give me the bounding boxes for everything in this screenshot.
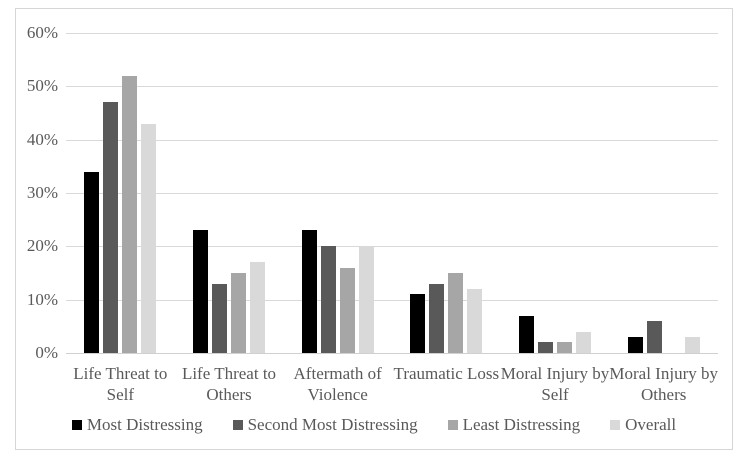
x-axis-label-line: Violence (307, 385, 368, 404)
bar-group-traumatic-loss (392, 33, 501, 353)
bar-group-life-threat-to-self (66, 33, 175, 353)
x-axis-label-line: Self (541, 385, 569, 404)
bar-group-moral-injury-by-self (501, 33, 610, 353)
legend-label: Least Distressing (462, 415, 581, 434)
legend-swatch-icon (610, 420, 621, 430)
bar-groups (66, 33, 718, 353)
bar-most-distressing (627, 337, 643, 353)
x-axis-line (66, 353, 718, 354)
x-axis-category-label-moral-injury-by-others: Moral Injury by Others (609, 363, 718, 405)
x-axis-category-label-moral-injury-by-self: Moral Injury by Self (501, 363, 610, 405)
bar-least-distressing (448, 273, 464, 353)
bar-overall (141, 123, 157, 353)
x-axis-category-label-life-threat-to-others: Life Threat to Others (175, 363, 284, 405)
legend-label: Most Distressing (86, 415, 203, 434)
x-axis-label-line: Moral Injury by (609, 364, 718, 383)
bar-most-distressing (301, 230, 317, 353)
gridline (66, 193, 718, 194)
gridline (66, 139, 718, 141)
x-axis-category-label-life-threat-to-self: Life Threat to Self (66, 363, 175, 405)
x-axis-label-line: Aftermath of (293, 364, 382, 383)
bar-most-distressing (193, 230, 208, 353)
x-axis-label-line: Others (206, 385, 252, 404)
legend: Most Distressing Second Most Distressing L… (16, 415, 732, 435)
x-axis-label-line: Moral Injury by (500, 364, 610, 383)
bar-group-aftermath-of-violence (283, 33, 392, 353)
y-axis-tick-label: 0% (35, 343, 58, 362)
legend-item-overall: Overall (610, 415, 676, 435)
bar-overall (684, 337, 700, 353)
bar-second-most-distressing (646, 321, 662, 353)
bar-overall (467, 289, 483, 353)
y-axis-tick-label: 20% (26, 236, 58, 256)
bar-most-distressing (84, 171, 100, 353)
bar-least-distressing (557, 342, 573, 353)
y-axis-tick-label: 60% (26, 23, 58, 42)
bar-least-distressing (231, 273, 246, 353)
gridline (66, 86, 718, 88)
x-axis-label-line: Self (106, 385, 135, 404)
legend-swatch-icon (71, 420, 82, 430)
x-axis-category-label-traumatic-loss: Traumatic Loss (392, 363, 501, 405)
bar-overall (358, 246, 374, 353)
x-axis-label-line: Traumatic Loss (393, 364, 500, 383)
legend-item-least-distressing: Least Distressing (447, 415, 581, 435)
bar-second-most-distressing (320, 246, 336, 353)
x-axis: Life Threat to Self Life Threat to Others Af… (66, 363, 718, 405)
y-axis-tick-label: 50% (26, 76, 58, 96)
y-axis-tick-label: 40% (26, 129, 58, 149)
legend-swatch-icon (447, 420, 458, 430)
bar-least-distressing (339, 267, 355, 353)
gridline (66, 246, 718, 248)
x-axis-label-line: Others (641, 385, 687, 404)
bar-second-most-distressing (212, 283, 227, 353)
x-axis-label-line: Life Threat to (181, 364, 277, 383)
legend-item-second-most-distressing: Second Most Distressing (232, 415, 418, 435)
y-axis-tick-label: 10% (26, 289, 58, 309)
x-axis-category-label-aftermath-of-violence: Aftermath of Violence (283, 363, 392, 405)
gridline (66, 33, 718, 34)
legend-item-most-distressing: Most Distressing (71, 415, 203, 435)
gridline (66, 299, 718, 301)
plot-area: 0% 10% 20% 30% 40% 50% 60% (27, 23, 718, 362)
bar-group-moral-injury-by-others (609, 33, 718, 353)
bar-second-most-distressing (429, 283, 445, 353)
bar-least-distressing (122, 75, 138, 353)
bar-second-most-distressing (103, 102, 119, 353)
bar-most-distressing (410, 294, 426, 353)
bar-most-distressing (519, 315, 535, 353)
bar-overall (250, 262, 265, 353)
legend-label: Second Most Distressing (247, 415, 418, 434)
bar-group-life-threat-to-others (175, 33, 284, 353)
legend-label: Overall (625, 415, 677, 434)
bar-second-most-distressing (538, 342, 554, 353)
y-axis-tick-label: 30% (26, 183, 58, 202)
x-axis-label-line: Life Threat to (73, 364, 168, 383)
legend-swatch-icon (232, 420, 243, 430)
chart-frame: 0% 10% 20% 30% 40% 50% 60% Life Threat to Self L… (15, 8, 733, 450)
bar-overall (576, 331, 592, 353)
